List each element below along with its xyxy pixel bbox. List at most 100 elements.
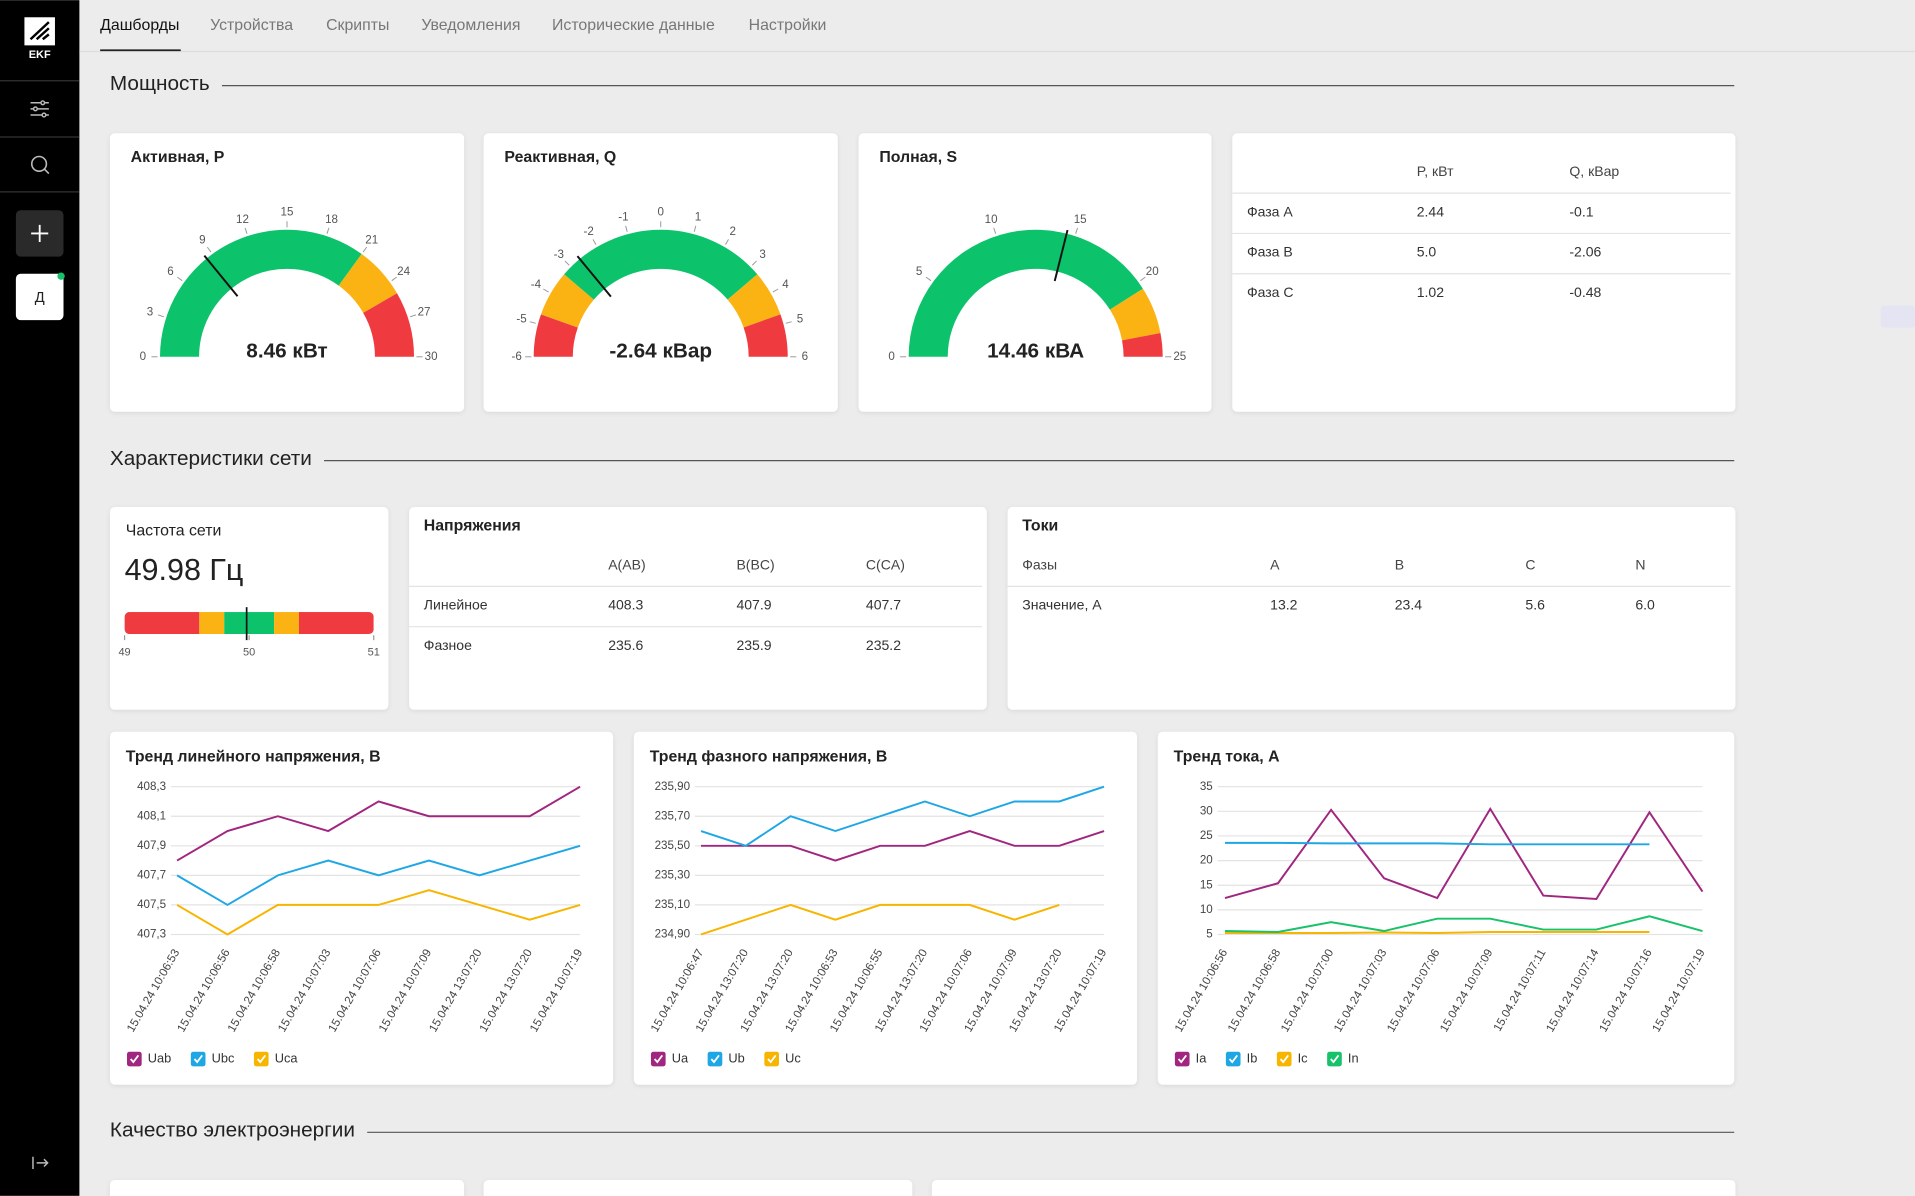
y-tick-label: 235,50 — [655, 839, 690, 852]
y-tick-label: 35 — [1200, 780, 1213, 793]
legend-check — [653, 1054, 664, 1064]
legend-checkbox[interactable] — [764, 1051, 779, 1067]
card — [409, 507, 987, 710]
table-cell: 23.4 — [1395, 597, 1423, 613]
gauge-tick — [785, 321, 792, 324]
y-tick-label: 408,1 — [137, 809, 166, 822]
table-header: C — [1525, 556, 1535, 572]
table-cell: 13.2 — [1270, 597, 1298, 613]
gauge-tick-label: 24 — [397, 265, 410, 278]
gauge-tick — [625, 225, 628, 232]
legend-checkbox[interactable] — [253, 1051, 269, 1067]
tab[interactable]: Уведомления — [421, 17, 520, 34]
legend-checkbox[interactable] — [1174, 1051, 1190, 1067]
card-title: Частота сети — [126, 523, 222, 540]
table-cell: 5.0 — [1417, 244, 1437, 260]
card — [109, 731, 614, 1085]
frequency-zone — [274, 612, 299, 635]
card-title: Напряжения — [424, 518, 521, 535]
series-line — [1224, 931, 1650, 934]
gauge-needle — [203, 254, 239, 297]
card — [109, 507, 389, 710]
y-tick-label: 10 — [1200, 903, 1213, 916]
card — [1232, 133, 1736, 412]
legend-label: Ia — [1196, 1050, 1208, 1065]
tab[interactable]: Исторические данные — [552, 17, 715, 34]
gauge-tick-label: -4 — [531, 278, 542, 291]
gauge-tick-label: 0 — [657, 206, 663, 219]
table-header: A(AB) — [608, 556, 645, 572]
card-title: Токи — [1022, 518, 1058, 535]
filters-icon[interactable] — [30, 100, 49, 118]
tab[interactable]: Настройки — [749, 17, 827, 34]
legend-check — [1177, 1054, 1187, 1064]
search-icon[interactable] — [30, 155, 50, 175]
user-initial: Д — [35, 290, 45, 306]
tab[interactable]: Устройства — [210, 17, 293, 34]
table-cell: 5.6 — [1525, 597, 1545, 613]
gauge-tick-label: 21 — [365, 233, 378, 246]
legend-label: Ubc — [212, 1050, 235, 1065]
gauge-tick-label: 12 — [236, 213, 249, 226]
tab[interactable]: Дашборды — [100, 17, 179, 34]
gauge-zone — [727, 274, 781, 328]
gauge-tick — [362, 246, 368, 253]
table-header: B(BC) — [736, 556, 774, 572]
y-tick-label: 235,30 — [655, 868, 690, 881]
table-cell: -0.48 — [1569, 284, 1601, 300]
table-cell: 235.9 — [736, 637, 771, 653]
series-line — [700, 903, 1060, 936]
side-handle[interactable] — [1880, 305, 1915, 328]
table-cell: 6.0 — [1635, 597, 1655, 613]
legend-check — [129, 1054, 140, 1064]
gauge-tick — [993, 227, 997, 234]
status-dot — [57, 272, 65, 280]
legend-checkbox[interactable] — [1327, 1051, 1342, 1067]
chart-title: Тренд линейного напряжения, В — [126, 749, 381, 766]
tab[interactable]: Скрипты — [326, 17, 389, 34]
gauge-tick-label: 25 — [1173, 350, 1186, 363]
frequency-zone — [124, 612, 200, 635]
y-tick-label: 408,3 — [137, 780, 166, 793]
gauge-tick — [564, 260, 570, 266]
gauge-tick-label: -2 — [584, 225, 594, 238]
table-header: Q, кВар — [1569, 163, 1619, 179]
y-tick-label: 235,70 — [655, 809, 690, 822]
y-tick-label: 235,10 — [655, 898, 690, 911]
legend-checkbox[interactable] — [1225, 1051, 1241, 1067]
legend-checkbox[interactable] — [707, 1051, 723, 1067]
table-header: N — [1635, 556, 1645, 572]
y-tick-label: 30 — [1200, 804, 1213, 817]
gauge-tick — [693, 225, 697, 232]
legend-checkbox[interactable] — [650, 1051, 666, 1067]
logo-text: EKF — [29, 49, 51, 61]
gauge-tick-label: 27 — [418, 305, 431, 318]
table-header: B — [1395, 556, 1404, 572]
series-line — [700, 785, 1105, 847]
gauge-zone — [363, 293, 415, 357]
gauge-tick-label: 1 — [695, 211, 701, 224]
section-title: Характеристики сети — [110, 447, 312, 470]
gauge-tick-label: 15 — [281, 206, 294, 219]
legend-label: Uc — [785, 1050, 801, 1065]
gauge-tick-label: 9 — [199, 233, 205, 246]
table-row-name: Значение, А — [1022, 597, 1102, 613]
legend-check — [710, 1054, 720, 1064]
legend-label: Uca — [275, 1050, 299, 1065]
gauge-tick-label: 5 — [916, 265, 922, 278]
logout-icon[interactable] — [32, 1156, 49, 1169]
plus-icon — [31, 224, 49, 242]
series-line — [176, 785, 581, 862]
legend-check — [1279, 1054, 1289, 1064]
gauge-tick — [391, 276, 397, 282]
frequency-zone — [298, 612, 374, 635]
legend-checkbox[interactable] — [1276, 1051, 1292, 1067]
series-line — [701, 829, 1105, 862]
user-button[interactable] — [15, 273, 64, 321]
card — [931, 1179, 1736, 1196]
table-row-name: Фаза C — [1247, 284, 1294, 300]
legend-checkbox[interactable] — [190, 1051, 206, 1067]
legend-checkbox[interactable] — [127, 1051, 142, 1067]
gauge-tick-label: 6 — [802, 350, 808, 363]
gauge-readout: 8.46 кВт — [246, 339, 327, 362]
